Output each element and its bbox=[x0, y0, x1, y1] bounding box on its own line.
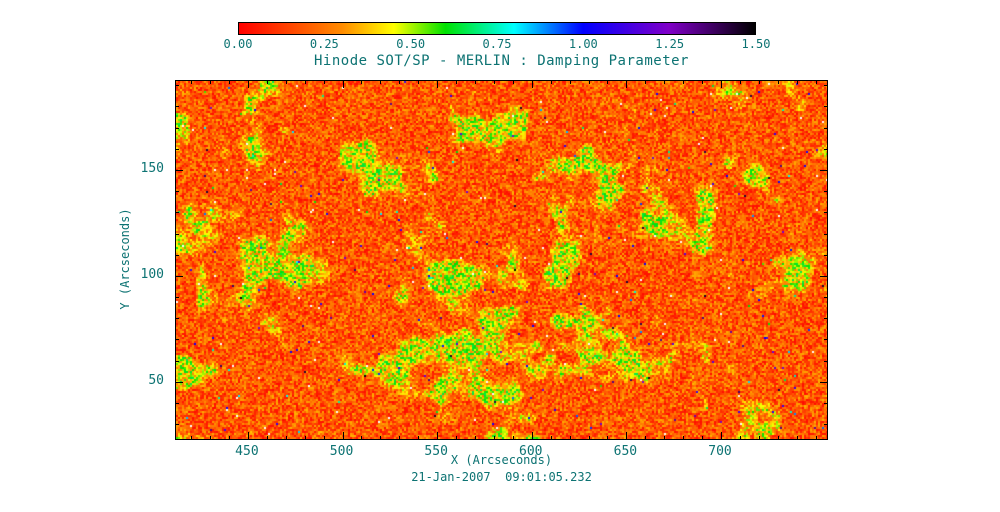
x-axis-tick-label: 600 bbox=[519, 444, 543, 459]
colorbar-tick-label: 0.50 bbox=[396, 37, 426, 51]
plot-title: Hinode SOT/SP - MERLIN : Damping Paramet… bbox=[313, 53, 689, 69]
heatmap-plot-area bbox=[175, 80, 828, 440]
y-axis-title: Y (Arcseconds) bbox=[118, 208, 132, 310]
y-axis-tick-label: 150 bbox=[140, 160, 164, 176]
colorbar-tick-label: 1.00 bbox=[568, 37, 598, 51]
x-axis-tick-label: 550 bbox=[424, 444, 448, 459]
colorbar-tick-label: 0.00 bbox=[223, 37, 253, 51]
date-caption: 21-Jan-2007 09:01:05.232 bbox=[411, 470, 592, 484]
colorbar bbox=[238, 22, 756, 35]
x-axis-title: X (Arcseconds) bbox=[450, 453, 553, 467]
y-axis-tick-label: 100 bbox=[140, 266, 164, 282]
colorbar-tick-label: 1.50 bbox=[741, 37, 771, 51]
colorbar-tick-label: 1.25 bbox=[655, 37, 685, 51]
x-axis-tick-label: 500 bbox=[329, 444, 354, 459]
x-axis-tick-label: 700 bbox=[708, 444, 732, 459]
heatmap-canvas bbox=[176, 81, 827, 439]
colorbar-tick-label: 0.75 bbox=[482, 37, 512, 51]
y-axis-tick-labels: 50 100 150 bbox=[0, 80, 171, 440]
y-axis-tick-label: 50 bbox=[148, 372, 164, 388]
x-axis-tick-label: 450 bbox=[235, 444, 259, 459]
colorbar-tick-labels: 0.00 0.25 0.50 0.75 1.00 1.25 1.50 bbox=[224, 37, 771, 53]
x-axis-tick-label: 650 bbox=[613, 444, 638, 459]
colorbar-tick-label: 0.25 bbox=[309, 37, 339, 51]
x-axis-tick-labels: 450 500 550 600 650 700 bbox=[175, 444, 828, 460]
